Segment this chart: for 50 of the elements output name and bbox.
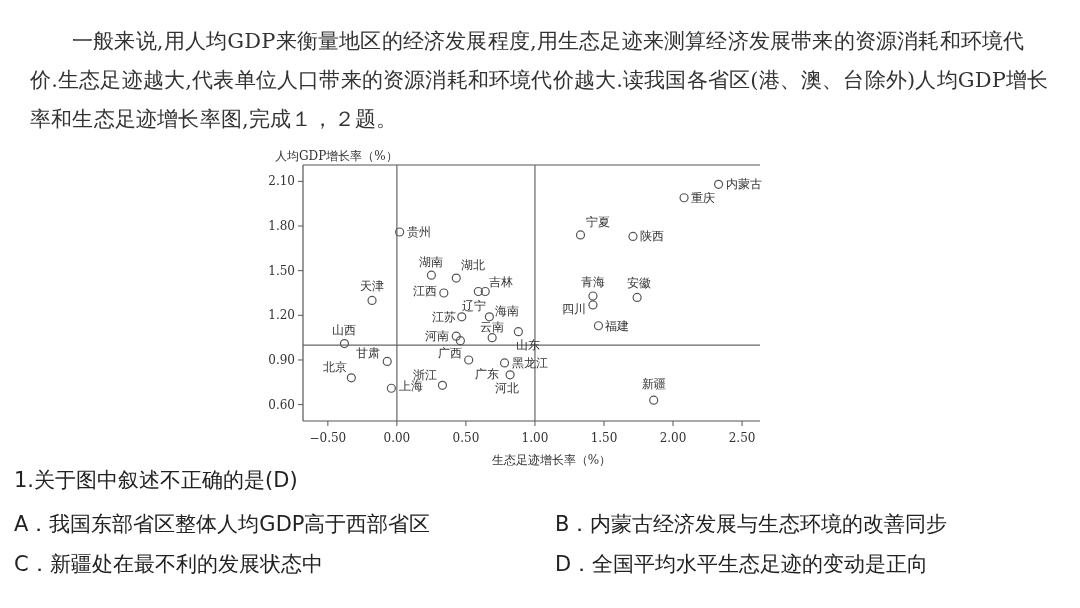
text: 1.关于图中叙述不正确的是(D) [14,467,298,494]
data-label: 上海 [399,379,424,394]
text: A．我国东部省区整体人均GDP高于西部省区 [14,511,431,538]
y-tick-label: 0.60 [268,397,295,412]
y-axis-title: 人均GDP增长率（%） [275,149,398,163]
x-tick-label: 1.50 [590,431,618,445]
data-label: 广西 [437,345,462,360]
text: D．全国平均水平生态足迹的变动是正向 [555,551,929,578]
y-tick-label: 0.90 [268,352,295,367]
text: B．内蒙古经济发展与生态环境的改善同步 [555,511,948,538]
data-label: 江苏 [431,309,456,324]
data-label: 宁夏 [585,214,610,229]
data-label: 安徽 [627,276,652,291]
data-label: 贵州 [406,224,431,239]
data-label: 陕西 [639,229,664,244]
data-label: 天津 [360,279,385,294]
data-label: 青海 [580,274,605,289]
x-tick-label: 0.00 [383,431,411,445]
y-tick-label: 2.10 [268,174,295,189]
data-label: 重庆 [691,190,716,205]
data-label: 云南 [480,319,505,334]
data-label: 福建 [605,318,630,333]
annotation: 广东 [475,367,499,381]
data-label: 湖南 [419,255,444,270]
x-axis-title: 生态足迹增长率（%） [491,453,612,467]
data-label: 吉林 [489,274,514,289]
data-label: 黑龙江 [511,355,548,370]
data-label: 内蒙古 [725,177,762,192]
x-tick-label: −0.50 [309,431,347,445]
data-label: 河北 [495,380,520,395]
data-label: 海南 [495,303,520,318]
data-label: 山东 [516,337,541,352]
data-label: 山西 [332,322,357,337]
data-label: 江西 [412,284,437,298]
data-label: 四川 [561,301,586,316]
data-label: 北京 [323,359,348,374]
y-tick-label: 1.20 [268,308,295,323]
text: C．新疆处在最不利的发展状态中 [14,551,323,578]
data-label: 湖北 [461,258,486,273]
data-label: 辽宁 [462,298,487,313]
y-tick-label: 1.50 [268,263,295,278]
data-label: 甘肃 [356,346,381,361]
y-tick-label: 1.80 [268,219,295,234]
data-label: 新疆 [641,377,666,392]
data-label: 河南 [425,329,450,344]
x-tick-label: 1.00 [521,431,549,445]
x-tick-label: 2.00 [659,431,687,445]
chart-title: 一般来说,用人均GDP来衡量地区的经济发展程度,用生态足迹来测算经济发展带来的资源消耗和环境代价.生态足迹越大,代表单位人口带来的资源消耗和环境代价越大.读我国各省区(港、澳、台除外)人均GDP增长率和生态足迹增长率图,完成１，２题。 [30,28,1050,133]
x-tick-label: 2.50 [728,431,756,445]
x-tick-label: 0.50 [452,431,480,445]
